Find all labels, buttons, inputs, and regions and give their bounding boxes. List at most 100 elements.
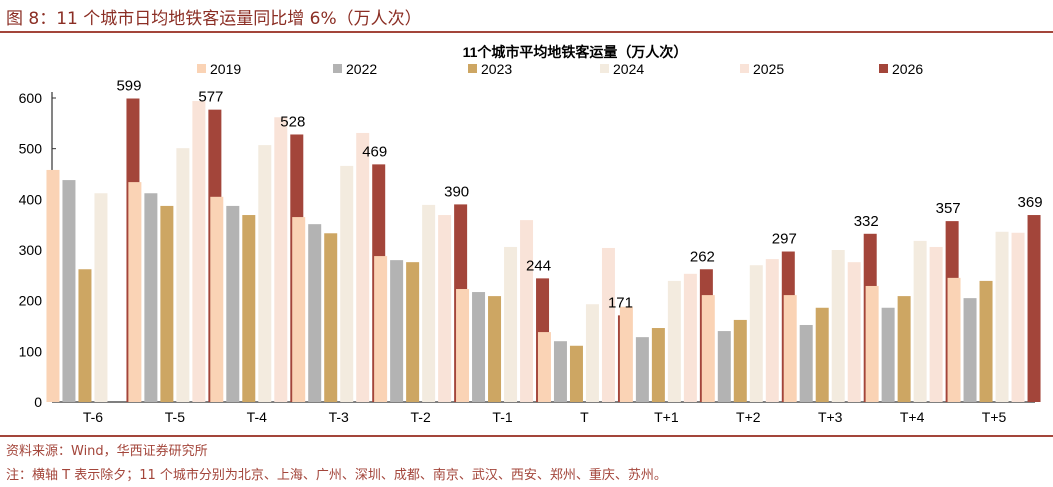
bar-2023-T-2 bbox=[406, 262, 420, 402]
bar-2019-T bbox=[537, 332, 551, 402]
bar-2023-T bbox=[569, 345, 583, 402]
data-label: 171 bbox=[608, 294, 633, 311]
bar-2019-T-1 bbox=[456, 289, 470, 402]
data-label: 390 bbox=[444, 183, 469, 200]
bar-2024-T+4 bbox=[913, 240, 927, 402]
x-tick-label: T-1 bbox=[492, 409, 512, 425]
bar-2026-T+5 bbox=[1027, 215, 1041, 402]
x-tick-label: T+1 bbox=[654, 409, 679, 425]
y-tick-label: 300 bbox=[19, 242, 43, 258]
bar-2023-T-3 bbox=[324, 233, 338, 402]
bottom-rule bbox=[0, 435, 1053, 437]
bar-2025-T-4 bbox=[274, 117, 288, 403]
bar-2019-T-6 bbox=[46, 169, 60, 402]
bar-2022-T bbox=[553, 341, 567, 402]
data-labels: 599 577 528 469 390 244 171 262 297 332 357 369 bbox=[116, 78, 1042, 312]
bar-2025-T bbox=[601, 247, 615, 402]
bar-2025-T+2 bbox=[765, 259, 779, 402]
data-label: 297 bbox=[772, 231, 797, 248]
bar-2022-T+5 bbox=[963, 298, 977, 402]
bar-2025-T-1 bbox=[520, 220, 534, 402]
bar-2022-T-4 bbox=[226, 205, 240, 402]
axes: 0 100 200 300 400 500 600 T-6 T-5 T-4 T-3 T-2 T-1 T T+… bbox=[19, 90, 1036, 425]
x-tick-label: T-3 bbox=[329, 409, 349, 425]
y-tick-label: 200 bbox=[19, 293, 43, 309]
bar-2024-T+2 bbox=[749, 265, 763, 402]
top-rule bbox=[0, 31, 1053, 33]
legend: 2019 2022 2023 2024 2025 2026 bbox=[197, 61, 923, 77]
bar-2019-T-3 bbox=[292, 217, 306, 402]
x-tick-label: T+2 bbox=[736, 409, 761, 425]
bar-2022-T+1 bbox=[635, 337, 649, 402]
bar-2024-T bbox=[585, 304, 599, 402]
data-label: 469 bbox=[362, 143, 387, 160]
bar-2019-T+5 bbox=[947, 277, 961, 402]
bar-2024-T-3 bbox=[340, 165, 354, 402]
figure-title: 图 8：11 个城市日均地铁客运量同比增 6%（万人次） bbox=[6, 9, 422, 29]
x-tick-label: T+3 bbox=[818, 409, 843, 425]
bar-2023-T+4 bbox=[897, 296, 911, 402]
bar-2019-T+1 bbox=[619, 306, 633, 402]
legend-swatch-2023 bbox=[468, 64, 477, 73]
x-tick-label: T-4 bbox=[247, 409, 267, 425]
data-label: 528 bbox=[280, 113, 305, 130]
bar-2019-T-4 bbox=[210, 196, 224, 402]
data-label: 369 bbox=[1018, 194, 1043, 211]
legend-label: 2024 bbox=[613, 61, 644, 77]
data-label: 577 bbox=[198, 89, 223, 106]
bar-2022-T+3 bbox=[799, 324, 813, 402]
bar-2023-T+5 bbox=[979, 280, 993, 402]
bar-2019-T+3 bbox=[783, 295, 797, 402]
bar-2025-T-2 bbox=[438, 215, 452, 402]
bar-2023-T+3 bbox=[815, 307, 829, 402]
data-label: 357 bbox=[936, 200, 961, 217]
x-tick-label: T+5 bbox=[982, 409, 1007, 425]
bar-2022-T+2 bbox=[717, 331, 731, 402]
x-tick-label: T-6 bbox=[83, 409, 103, 425]
bar-2024-T-5 bbox=[176, 148, 190, 402]
legend-label: 2019 bbox=[210, 61, 241, 77]
bar-2019-T+4 bbox=[865, 285, 879, 402]
bars bbox=[46, 98, 1041, 403]
bar-2023-T-4 bbox=[242, 215, 256, 402]
y-tick-label: 0 bbox=[34, 394, 42, 410]
bar-2019-T-5 bbox=[128, 182, 142, 402]
bar-2022-T-5 bbox=[144, 193, 158, 402]
chart-title: 11个城市平均地铁客运量（万人次） bbox=[463, 44, 688, 60]
legend-swatch-2024 bbox=[600, 64, 609, 73]
bar-2024-T-1 bbox=[504, 246, 518, 402]
bar-2024-T+5 bbox=[995, 231, 1009, 402]
legend-label: 2026 bbox=[892, 61, 923, 77]
legend-swatch-2022 bbox=[333, 64, 342, 73]
bar-2022-T-3 bbox=[308, 224, 322, 402]
legend-swatch-2026 bbox=[879, 64, 888, 73]
y-tick-label: 600 bbox=[19, 90, 43, 106]
data-label: 332 bbox=[854, 213, 879, 230]
bar-2025-T+3 bbox=[847, 262, 861, 402]
bar-2025-T-5 bbox=[192, 101, 206, 402]
bar-2023-T-5 bbox=[160, 205, 174, 402]
bar-2025-T+1 bbox=[683, 273, 697, 402]
bar-2024-T-2 bbox=[422, 204, 436, 402]
y-tick-label: 100 bbox=[19, 343, 43, 359]
data-label: 599 bbox=[116, 78, 141, 95]
bar-2024-T+1 bbox=[667, 280, 681, 402]
bar-2024-T+3 bbox=[831, 250, 845, 402]
data-label: 244 bbox=[526, 257, 551, 274]
bar-2022-T-6 bbox=[62, 180, 76, 402]
note-text: 注：横轴 T 表示除夕；11 个城市分别为北京、上海、广州、深圳、成都、南京、武… bbox=[6, 468, 667, 483]
legend-label: 2023 bbox=[481, 61, 512, 77]
bar-2019-T-2 bbox=[374, 256, 388, 402]
bar-2025-T-3 bbox=[356, 132, 370, 402]
bar-2023-T-1 bbox=[488, 296, 502, 402]
x-tick-label: T+4 bbox=[900, 409, 925, 425]
bar-2025-T+5 bbox=[1011, 232, 1025, 402]
x-tick-label: T bbox=[580, 409, 589, 425]
bar-2022-T+4 bbox=[881, 307, 895, 402]
bar-2022-T-1 bbox=[472, 292, 486, 402]
bar-2019-T+2 bbox=[701, 295, 715, 402]
legend-label: 2022 bbox=[346, 61, 377, 77]
bar-2023-T+2 bbox=[733, 319, 747, 402]
